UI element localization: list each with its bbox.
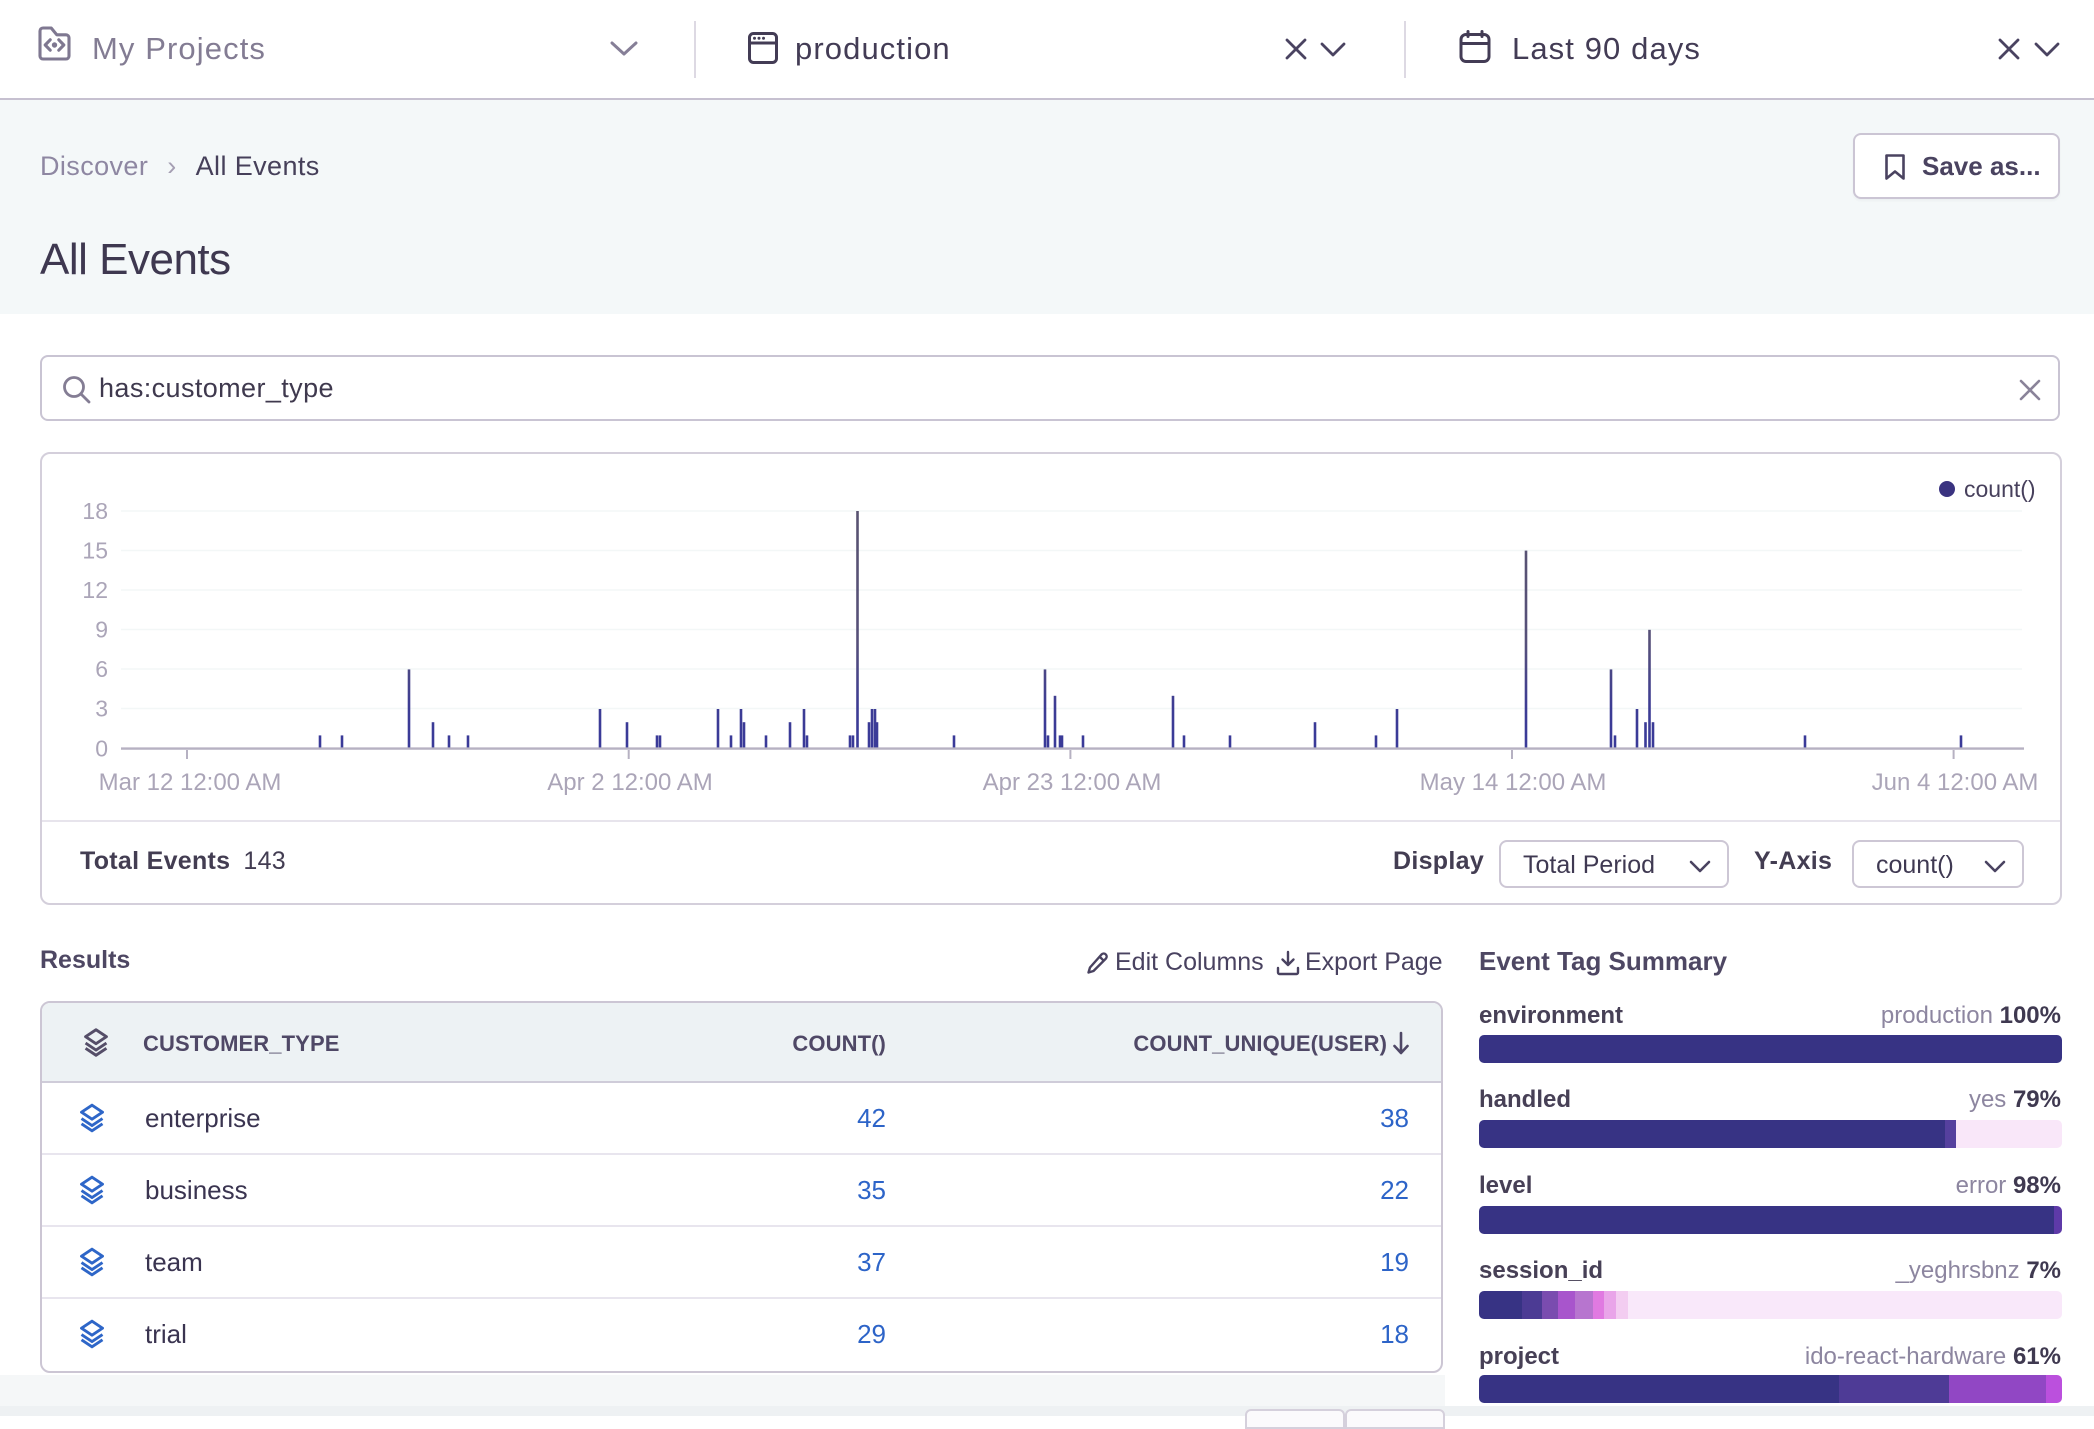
svg-text:3: 3 (95, 696, 108, 722)
svg-text:6: 6 (95, 656, 108, 682)
svg-text:15: 15 (82, 538, 108, 564)
svg-text:9: 9 (95, 617, 108, 643)
svg-text:Apr 2 12:00 AM: Apr 2 12:00 AM (547, 769, 712, 796)
svg-text:count(): count() (1964, 476, 2036, 502)
svg-text:18: 18 (82, 498, 108, 524)
svg-text:0: 0 (95, 736, 108, 762)
svg-text:Mar 12 12:00 AM: Mar 12 12:00 AM (99, 769, 282, 796)
svg-text:Apr 23 12:00 AM: Apr 23 12:00 AM (983, 769, 1162, 796)
svg-text:12: 12 (82, 577, 108, 603)
svg-text:May 14 12:00 AM: May 14 12:00 AM (1420, 769, 1607, 796)
svg-text:Jun 4 12:00 AM: Jun 4 12:00 AM (1872, 769, 2039, 796)
